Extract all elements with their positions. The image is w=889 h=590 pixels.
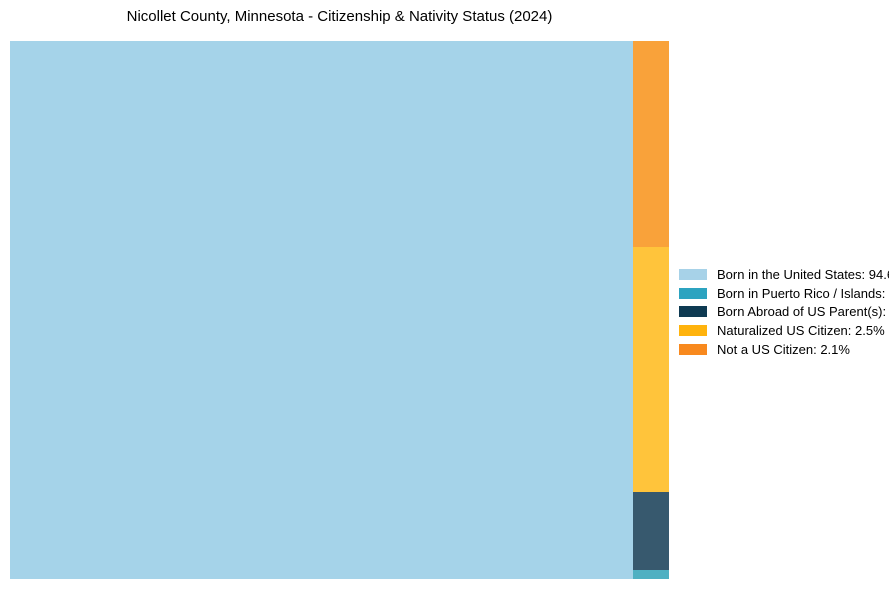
legend-item: Not a US Citizen: 2.1% bbox=[679, 340, 889, 359]
legend-swatch-icon bbox=[679, 287, 707, 299]
legend-label: Not a US Citizen: 2.1% bbox=[717, 341, 850, 357]
legend-swatch-icon bbox=[679, 343, 707, 355]
treemap-plot-area bbox=[10, 41, 669, 579]
legend-item: Born in the United States: 94.6% bbox=[679, 265, 889, 284]
legend-label: Born in Puerto Rico / Islands: 0.0% bbox=[717, 285, 889, 301]
legend-label: Born in the United States: 94.6% bbox=[717, 266, 889, 282]
legend-swatch-icon bbox=[679, 324, 707, 336]
legend-item: Born Abroad of US Parent(s): 0.8% bbox=[679, 302, 889, 321]
treemap-block-not-a-us-citizen bbox=[632, 41, 669, 247]
legend-swatch-icon bbox=[679, 268, 707, 280]
legend-label: Naturalized US Citizen: 2.5% bbox=[717, 322, 885, 338]
treemap-block-naturalized-us-citizen bbox=[632, 246, 669, 492]
legend-swatch-icon bbox=[679, 306, 707, 318]
chart-title: Nicollet County, Minnesota - Citizenship… bbox=[126, 8, 553, 25]
legend: Born in the United States: 94.6% Born in … bbox=[679, 265, 889, 358]
treemap-block-born-abroad-of-us-parent-s bbox=[632, 491, 669, 571]
legend-item: Born in Puerto Rico / Islands: 0.0% bbox=[679, 284, 889, 303]
legend-item: Naturalized US Citizen: 2.5% bbox=[679, 321, 889, 340]
legend-label: Born Abroad of US Parent(s): 0.8% bbox=[717, 304, 889, 320]
treemap-block-born-in-the-united-states bbox=[10, 41, 633, 579]
treemap-block-born-in-puerto-rico-islands bbox=[632, 570, 669, 579]
